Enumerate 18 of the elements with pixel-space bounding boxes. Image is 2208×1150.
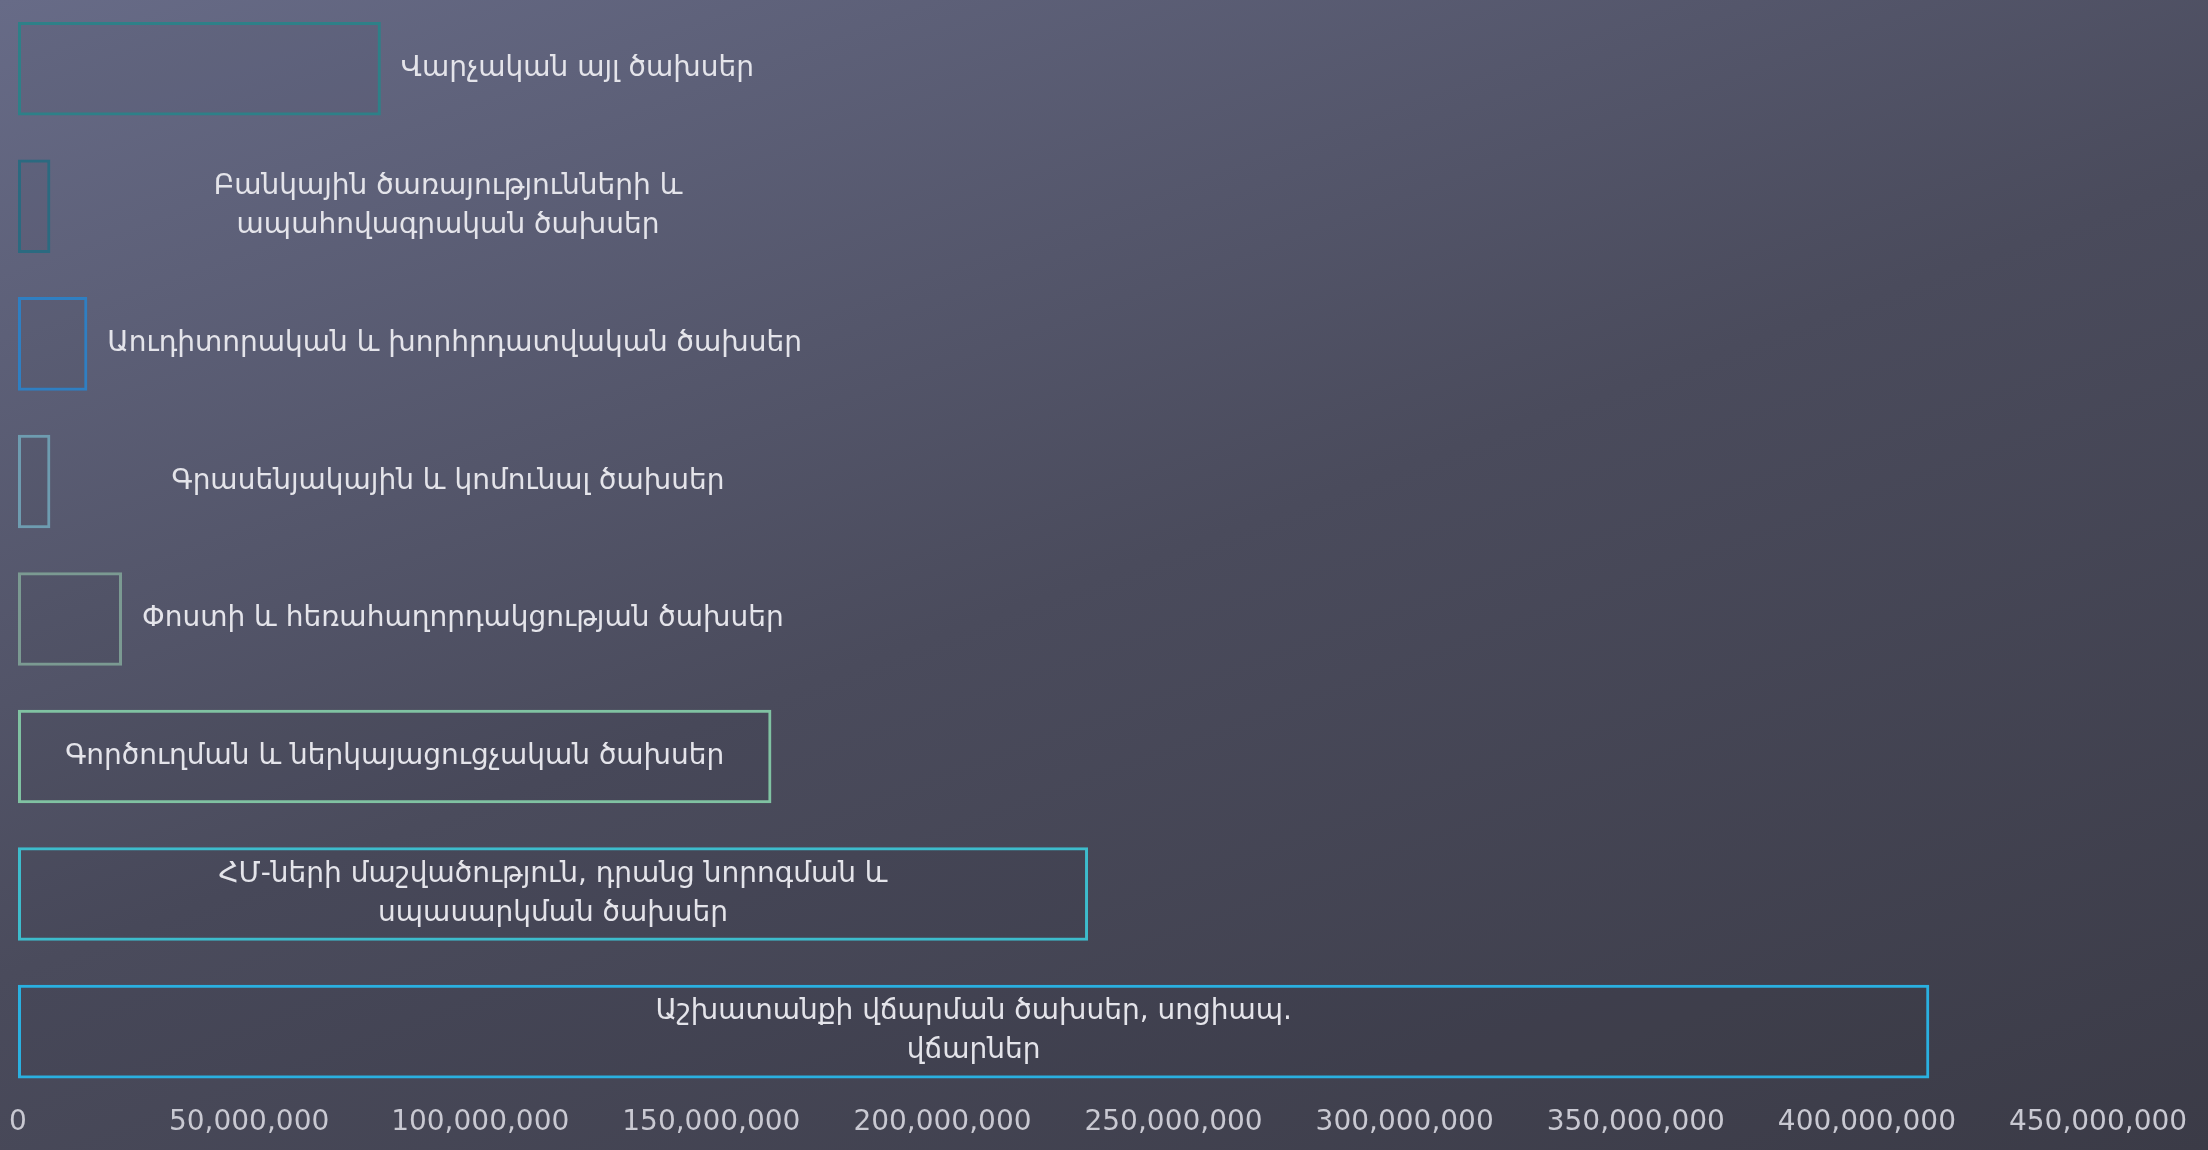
y-tick-label: Փոստի և հեռահաղորդակցության ծախսեր [142,600,784,634]
y-tick-label: ՀՄ-ների մաշվածություն, դրանց նորոգման և սպասարկման ծախսեր [218,855,888,928]
x-tick-label: 250,000,000 [1084,1104,1263,1138]
y-tick-label: Վարչական այլ ծախսեր [400,50,754,84]
x-tick-label: 100,000,000 [391,1104,570,1138]
x-tick-label: 0 [9,1104,27,1138]
x-tick-label: 200,000,000 [853,1104,1032,1138]
x-tick-label: 450,000,000 [2008,1104,2188,1138]
y-tick-label: Աուդիտորական և խորհրդատվական ծախսեր [107,325,802,359]
x-tick-label: 350,000,000 [1546,1104,1725,1138]
y-tick-label: Բանկային ծառայությունների և ապահովագրական ծախսեր [213,168,683,241]
y-tick-label: Գրասենյակային և կոմունալ ծախսեր [171,462,725,496]
y-tick-label: Աշխատանքի վճարման ծախսեր, սոցիապ. վճարներ [655,993,1292,1066]
x-tick-label: 50,000,000 [168,1104,330,1138]
x-tick-label: 150,000,000 [622,1104,801,1138]
x-tick-label: 400,000,000 [1777,1104,1956,1138]
x-tick-label: 300,000,000 [1315,1104,1494,1138]
y-tick-label: Գործուղման և ներկայացուցչական ծախսեր [65,737,725,771]
